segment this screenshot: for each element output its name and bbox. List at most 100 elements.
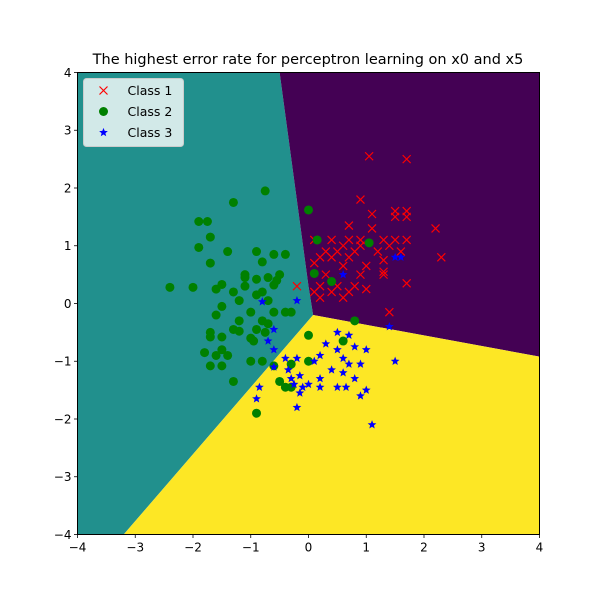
data-point [252,290,262,300]
data-point [384,307,394,317]
data-point [217,301,227,311]
y-tick-label: 0 [64,297,72,311]
data-point [327,235,337,245]
x-tick-label: 2 [420,541,428,555]
data-point [269,280,279,290]
data-point [223,350,233,360]
data-point [350,342,360,351]
legend-label: Class 1 [128,83,173,98]
data-point [309,258,319,268]
x-tick-label: 3 [478,541,486,555]
data-point [205,258,215,268]
data-point [257,297,267,306]
data-point [338,336,348,346]
data-point [379,270,388,280]
data-point [211,310,221,320]
data-points [165,151,446,429]
data-point [344,359,354,368]
data-point [338,353,348,363]
data-point [338,368,348,377]
data-point [315,350,325,360]
data-point [327,287,337,297]
data-point [396,252,406,262]
legend-marker [99,127,108,137]
data-point [234,316,244,326]
data-point [281,353,290,363]
data-point [211,350,221,360]
data-point [205,232,215,242]
data-point [217,361,227,371]
decision-region-3 [123,315,540,535]
data-point [338,270,348,279]
data-point [263,273,273,283]
data-point [379,267,388,277]
data-point [402,278,412,288]
legend-item: Class 3 [99,125,172,140]
data-point [402,212,412,222]
data-point [205,332,215,342]
data-point [252,274,262,284]
y-tick-label: −4 [54,528,72,542]
data-point [234,326,244,336]
data-point [312,235,322,245]
legend-label: Class 2 [128,104,173,119]
data-point [367,224,377,233]
x-axis: −4 −3 −2 −1 0 1 2 3 4 [69,534,544,555]
data-point [350,373,360,383]
data-point [269,249,279,259]
data-point [304,356,313,366]
data-point [344,330,354,339]
data-point [333,327,342,337]
x-tick-label: 1 [362,541,370,555]
data-point [367,420,377,429]
data-point [304,330,313,340]
y-tick-label: 1 [64,239,72,253]
data-point [280,382,290,392]
series-2 [165,186,374,418]
data-point [228,197,238,207]
data-point [211,284,221,294]
decision-region-1 [77,72,314,535]
data-point [286,373,296,383]
data-point [298,382,308,391]
data-point [286,307,296,317]
data-point [367,209,377,219]
data-point [269,307,279,317]
data-point [402,154,412,164]
data-point [361,284,371,294]
y-tick-label: −3 [54,470,72,484]
data-point [333,345,342,354]
data-point [252,247,262,257]
data-point [283,365,293,374]
data-point [228,376,238,386]
data-point [356,359,365,368]
data-point [240,273,250,283]
data-point [252,408,262,418]
data-point [269,324,279,334]
data-point [338,261,348,271]
data-point [295,388,305,397]
x-tick-label: 4 [536,541,544,555]
data-point [194,242,204,252]
data-point [315,382,325,391]
data-point [373,247,383,256]
data-point [269,345,279,354]
data-point [280,249,290,259]
data-point [263,336,273,345]
data-point [384,322,394,331]
data-point [234,296,244,306]
data-point [356,391,365,400]
data-point [327,365,336,374]
data-point [228,287,238,297]
data-point [260,186,270,196]
data-point [344,221,354,230]
data-point [361,261,371,271]
data-point [304,379,313,389]
x-tick-label: −4 [69,541,87,555]
data-point [356,270,365,280]
data-point [260,327,270,337]
data-point [205,361,215,371]
data-point [292,296,302,305]
data-point [289,379,299,389]
